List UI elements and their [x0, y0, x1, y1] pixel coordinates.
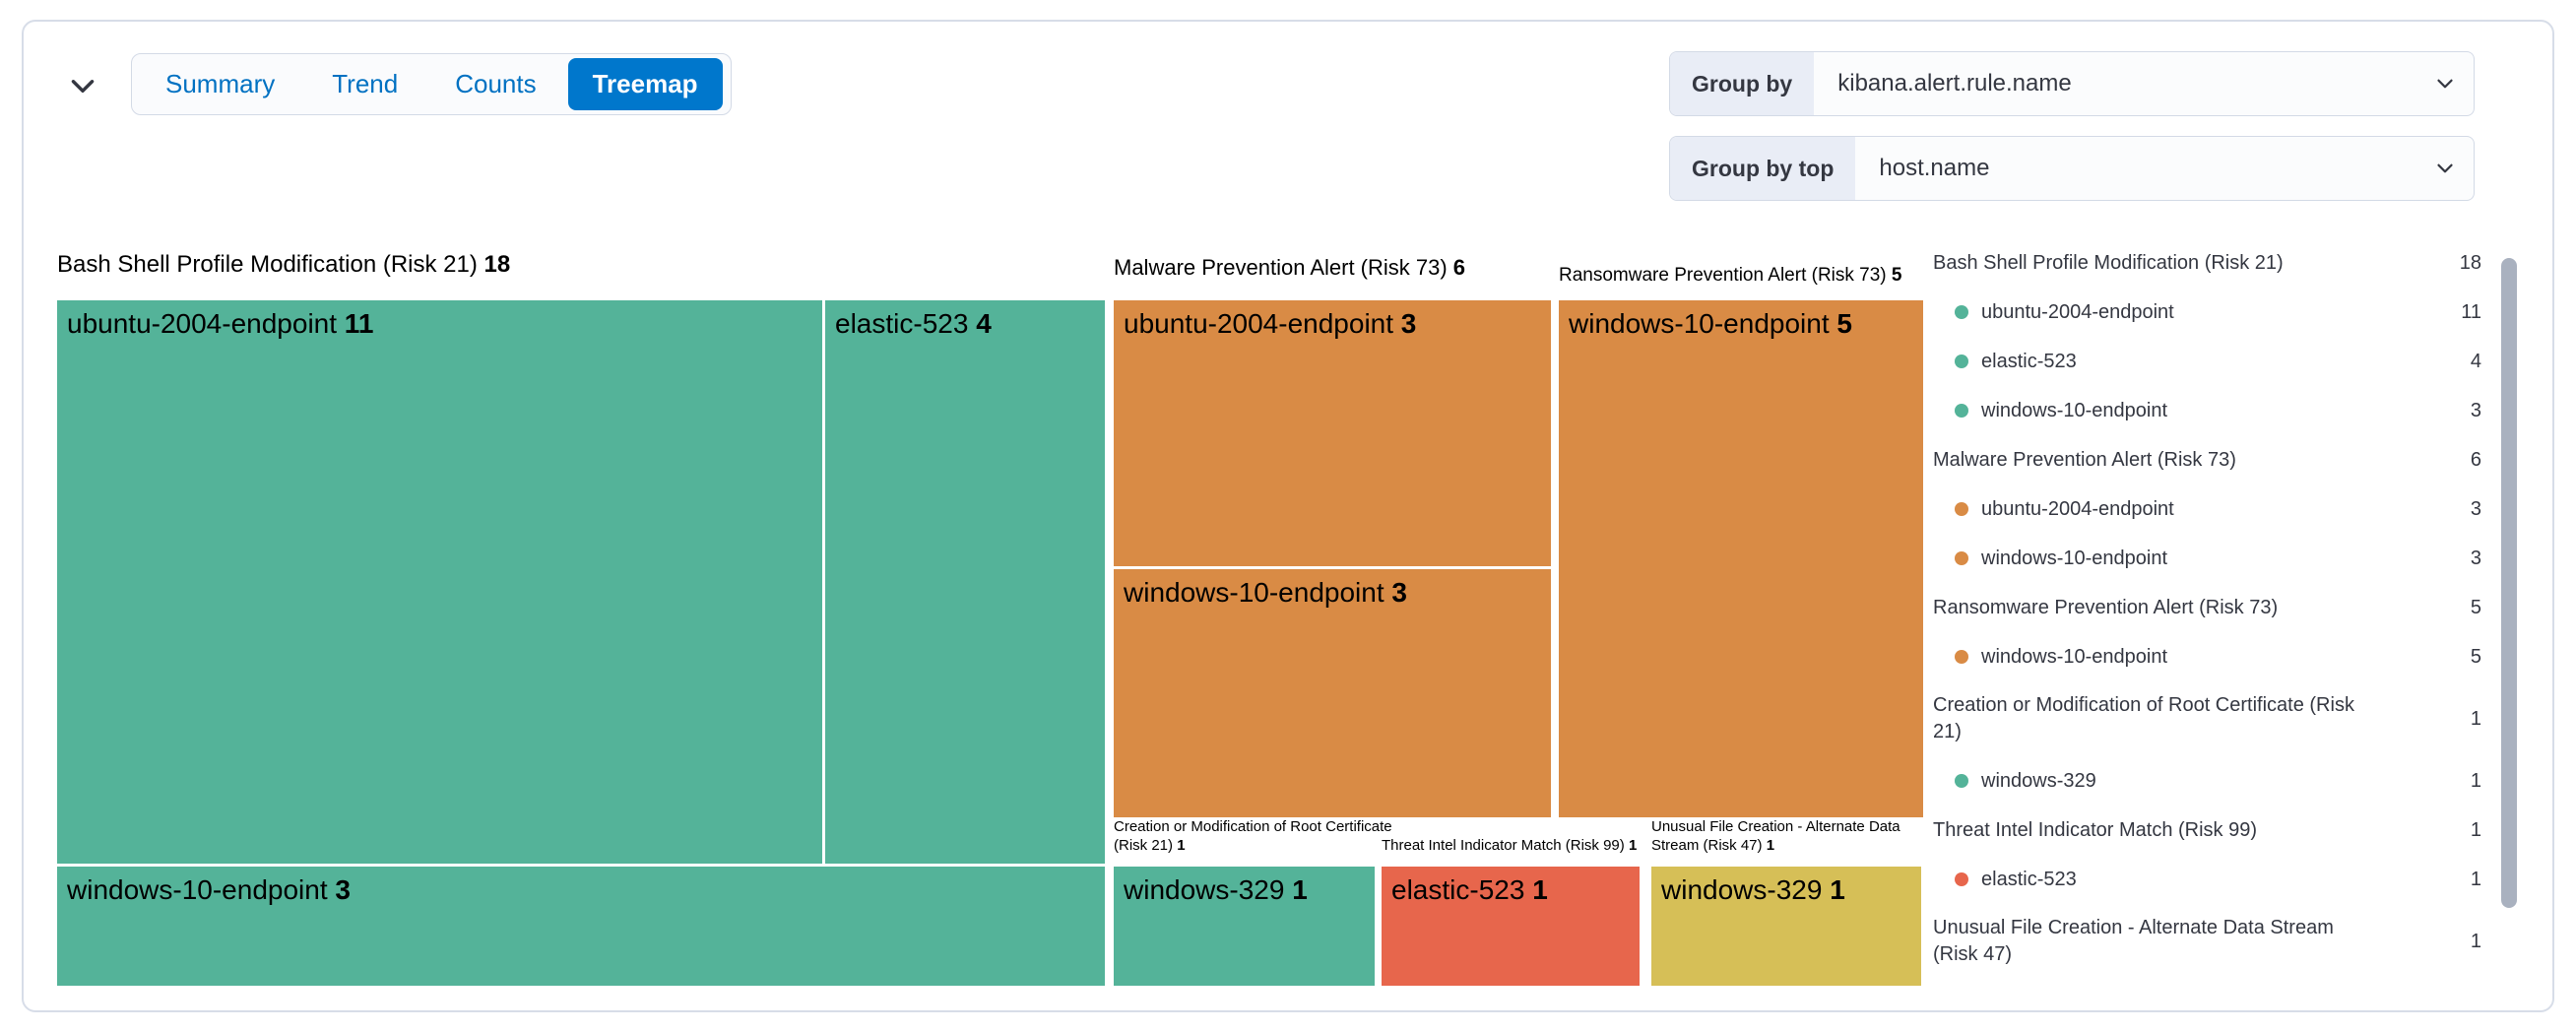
legend-label: windows-10-endpoint — [1981, 645, 2168, 668]
legend-label: ubuntu-2004-endpoint — [1981, 300, 2174, 323]
group-by-top-select[interactable]: Group by top host.name — [1669, 136, 2475, 201]
legend-swatch-icon — [1955, 872, 1968, 886]
legend-swatch-icon — [1955, 502, 1968, 516]
legend-count: 4 — [2470, 350, 2481, 372]
treemap-cell-ubuntu-2004-endpoint[interactable]: ubuntu-2004-endpoint 3 — [1114, 300, 1551, 566]
legend-count: 5 — [2470, 645, 2481, 668]
treemap-group-header: Ransomware Prevention Alert (Risk 73) 5 — [1559, 265, 1902, 286]
treemap-group-header: Bash Shell Profile Modification (Risk 21… — [57, 251, 511, 278]
legend-count: 1 — [2470, 930, 2481, 952]
treemap-cell-ubuntu-2004-endpoint[interactable]: ubuntu-2004-endpoint 11 — [57, 300, 822, 864]
legend-label: windows-10-endpoint — [1981, 399, 2168, 421]
legend-label: Creation or Modification of Root Certifi… — [1933, 694, 2354, 742]
legend-group-header[interactable]: Threat Intel Indicator Match (Risk 99) 1 — [1933, 806, 2481, 855]
legend-swatch-icon — [1955, 404, 1968, 418]
legend-label: Threat Intel Indicator Match (Risk 99) — [1933, 818, 2258, 841]
tab-trend[interactable]: Trend — [332, 69, 399, 98]
tab-summary[interactable]: Summary — [165, 69, 276, 98]
group-by-top-value: host.name — [1879, 155, 1990, 181]
group-by-value: kibana.alert.rule.name — [1837, 70, 2072, 97]
tab-counts[interactable]: Counts — [455, 69, 537, 98]
legend-group-header[interactable]: Unusual File Creation - Alternate Data S… — [1933, 904, 2481, 979]
collapse-chevron-button[interactable] — [61, 67, 104, 106]
group-by-top-label: Group by top — [1670, 137, 1856, 200]
chevron-down-icon — [66, 69, 99, 105]
treemap-cell-elastic-523[interactable]: elastic-523 1 — [1382, 867, 1640, 986]
legend-item[interactable]: ubuntu-2004-endpoint 11 — [1933, 288, 2481, 337]
treemap-cell-windows-10-endpoint[interactable]: windows-10-endpoint 3 — [57, 867, 1105, 986]
group-by-select[interactable]: Group by kibana.alert.rule.name — [1669, 51, 2475, 116]
chevron-down-icon — [2432, 71, 2458, 97]
legend-label: elastic-523 — [1981, 350, 2077, 372]
legend-count: 3 — [2470, 497, 2481, 520]
legend-count: 5 — [2470, 596, 2481, 618]
legend-count: 3 — [2470, 399, 2481, 421]
legend-swatch-icon — [1955, 774, 1968, 788]
legend-swatch-icon — [1955, 551, 1968, 565]
legend-label: Malware Prevention Alert (Risk 73) — [1933, 448, 2236, 471]
chevron-down-icon — [2432, 156, 2458, 181]
treemap-group-header: Threat Intel Indicator Match (Risk 99) 1 — [1382, 837, 1638, 854]
legend-scrollbar-thumb[interactable] — [2501, 258, 2517, 908]
legend-count: 3 — [2470, 547, 2481, 569]
treemap-legend: Bash Shell Profile Modification (Risk 21… — [1933, 238, 2481, 979]
legend-count: 18 — [2459, 251, 2481, 274]
treemap-group-header: Malware Prevention Alert (Risk 73) 6 — [1114, 255, 1466, 280]
treemap-cell-windows-10-endpoint[interactable]: windows-10-endpoint 5 — [1559, 300, 1923, 817]
treemap-cell-windows-10-endpoint[interactable]: windows-10-endpoint 3 — [1114, 569, 1551, 817]
view-button-group: Summary Trend Counts Treemap — [131, 53, 732, 115]
legend-label: Unusual File Creation - Alternate Data S… — [1933, 917, 2334, 965]
legend-swatch-icon — [1955, 355, 1968, 368]
legend-item[interactable]: windows-10-endpoint 5 — [1933, 632, 2481, 681]
legend-item[interactable]: windows-329 1 — [1933, 756, 2481, 806]
treemap-group-header: Creation or Modification of Root Certifi… — [1114, 818, 1392, 854]
tab-treemap[interactable]: Treemap — [567, 58, 723, 110]
legend-item[interactable]: windows-10-endpoint 3 — [1933, 534, 2481, 583]
legend-count: 1 — [2470, 769, 2481, 792]
legend-group-header[interactable]: Creation or Modification of Root Certifi… — [1933, 681, 2481, 756]
legend-count: 1 — [2470, 818, 2481, 841]
treemap-group-header: Unusual File Creation - Alternate Data S… — [1651, 818, 1900, 854]
legend-group-header[interactable]: Ransomware Prevention Alert (Risk 73) 5 — [1933, 583, 2481, 632]
legend-count: 11 — [2461, 300, 2481, 323]
legend-item[interactable]: windows-10-endpoint 3 — [1933, 386, 2481, 435]
legend-label: elastic-523 — [1981, 868, 2077, 890]
legend-swatch-icon — [1955, 650, 1968, 664]
treemap-cell-windows-329[interactable]: windows-329 1 — [1651, 867, 1921, 986]
legend-label: ubuntu-2004-endpoint — [1981, 497, 2174, 520]
legend-group-header[interactable]: Malware Prevention Alert (Risk 73) 6 — [1933, 435, 2481, 484]
legend-count: 6 — [2470, 448, 2481, 471]
treemap-cell-elastic-523[interactable]: elastic-523 4 — [825, 300, 1105, 864]
legend-item[interactable]: elastic-523 1 — [1933, 855, 2481, 904]
legend-label: windows-329 — [1981, 769, 2096, 792]
group-by-label: Group by — [1670, 52, 1815, 115]
legend-item[interactable]: ubuntu-2004-endpoint 3 — [1933, 484, 2481, 534]
legend-count: 1 — [2470, 868, 2481, 890]
legend-label: windows-10-endpoint — [1981, 547, 2168, 569]
treemap-cell-windows-329[interactable]: windows-329 1 — [1114, 867, 1375, 986]
legend-label: Ransomware Prevention Alert (Risk 73) — [1933, 596, 2279, 618]
legend-item[interactable]: elastic-523 4 — [1933, 337, 2481, 386]
legend-swatch-icon — [1955, 305, 1968, 319]
legend-group-header[interactable]: Bash Shell Profile Modification (Risk 21… — [1933, 238, 2481, 288]
legend-label: Bash Shell Profile Modification (Risk 21… — [1933, 251, 2284, 274]
legend-count: 1 — [2470, 707, 2481, 730]
